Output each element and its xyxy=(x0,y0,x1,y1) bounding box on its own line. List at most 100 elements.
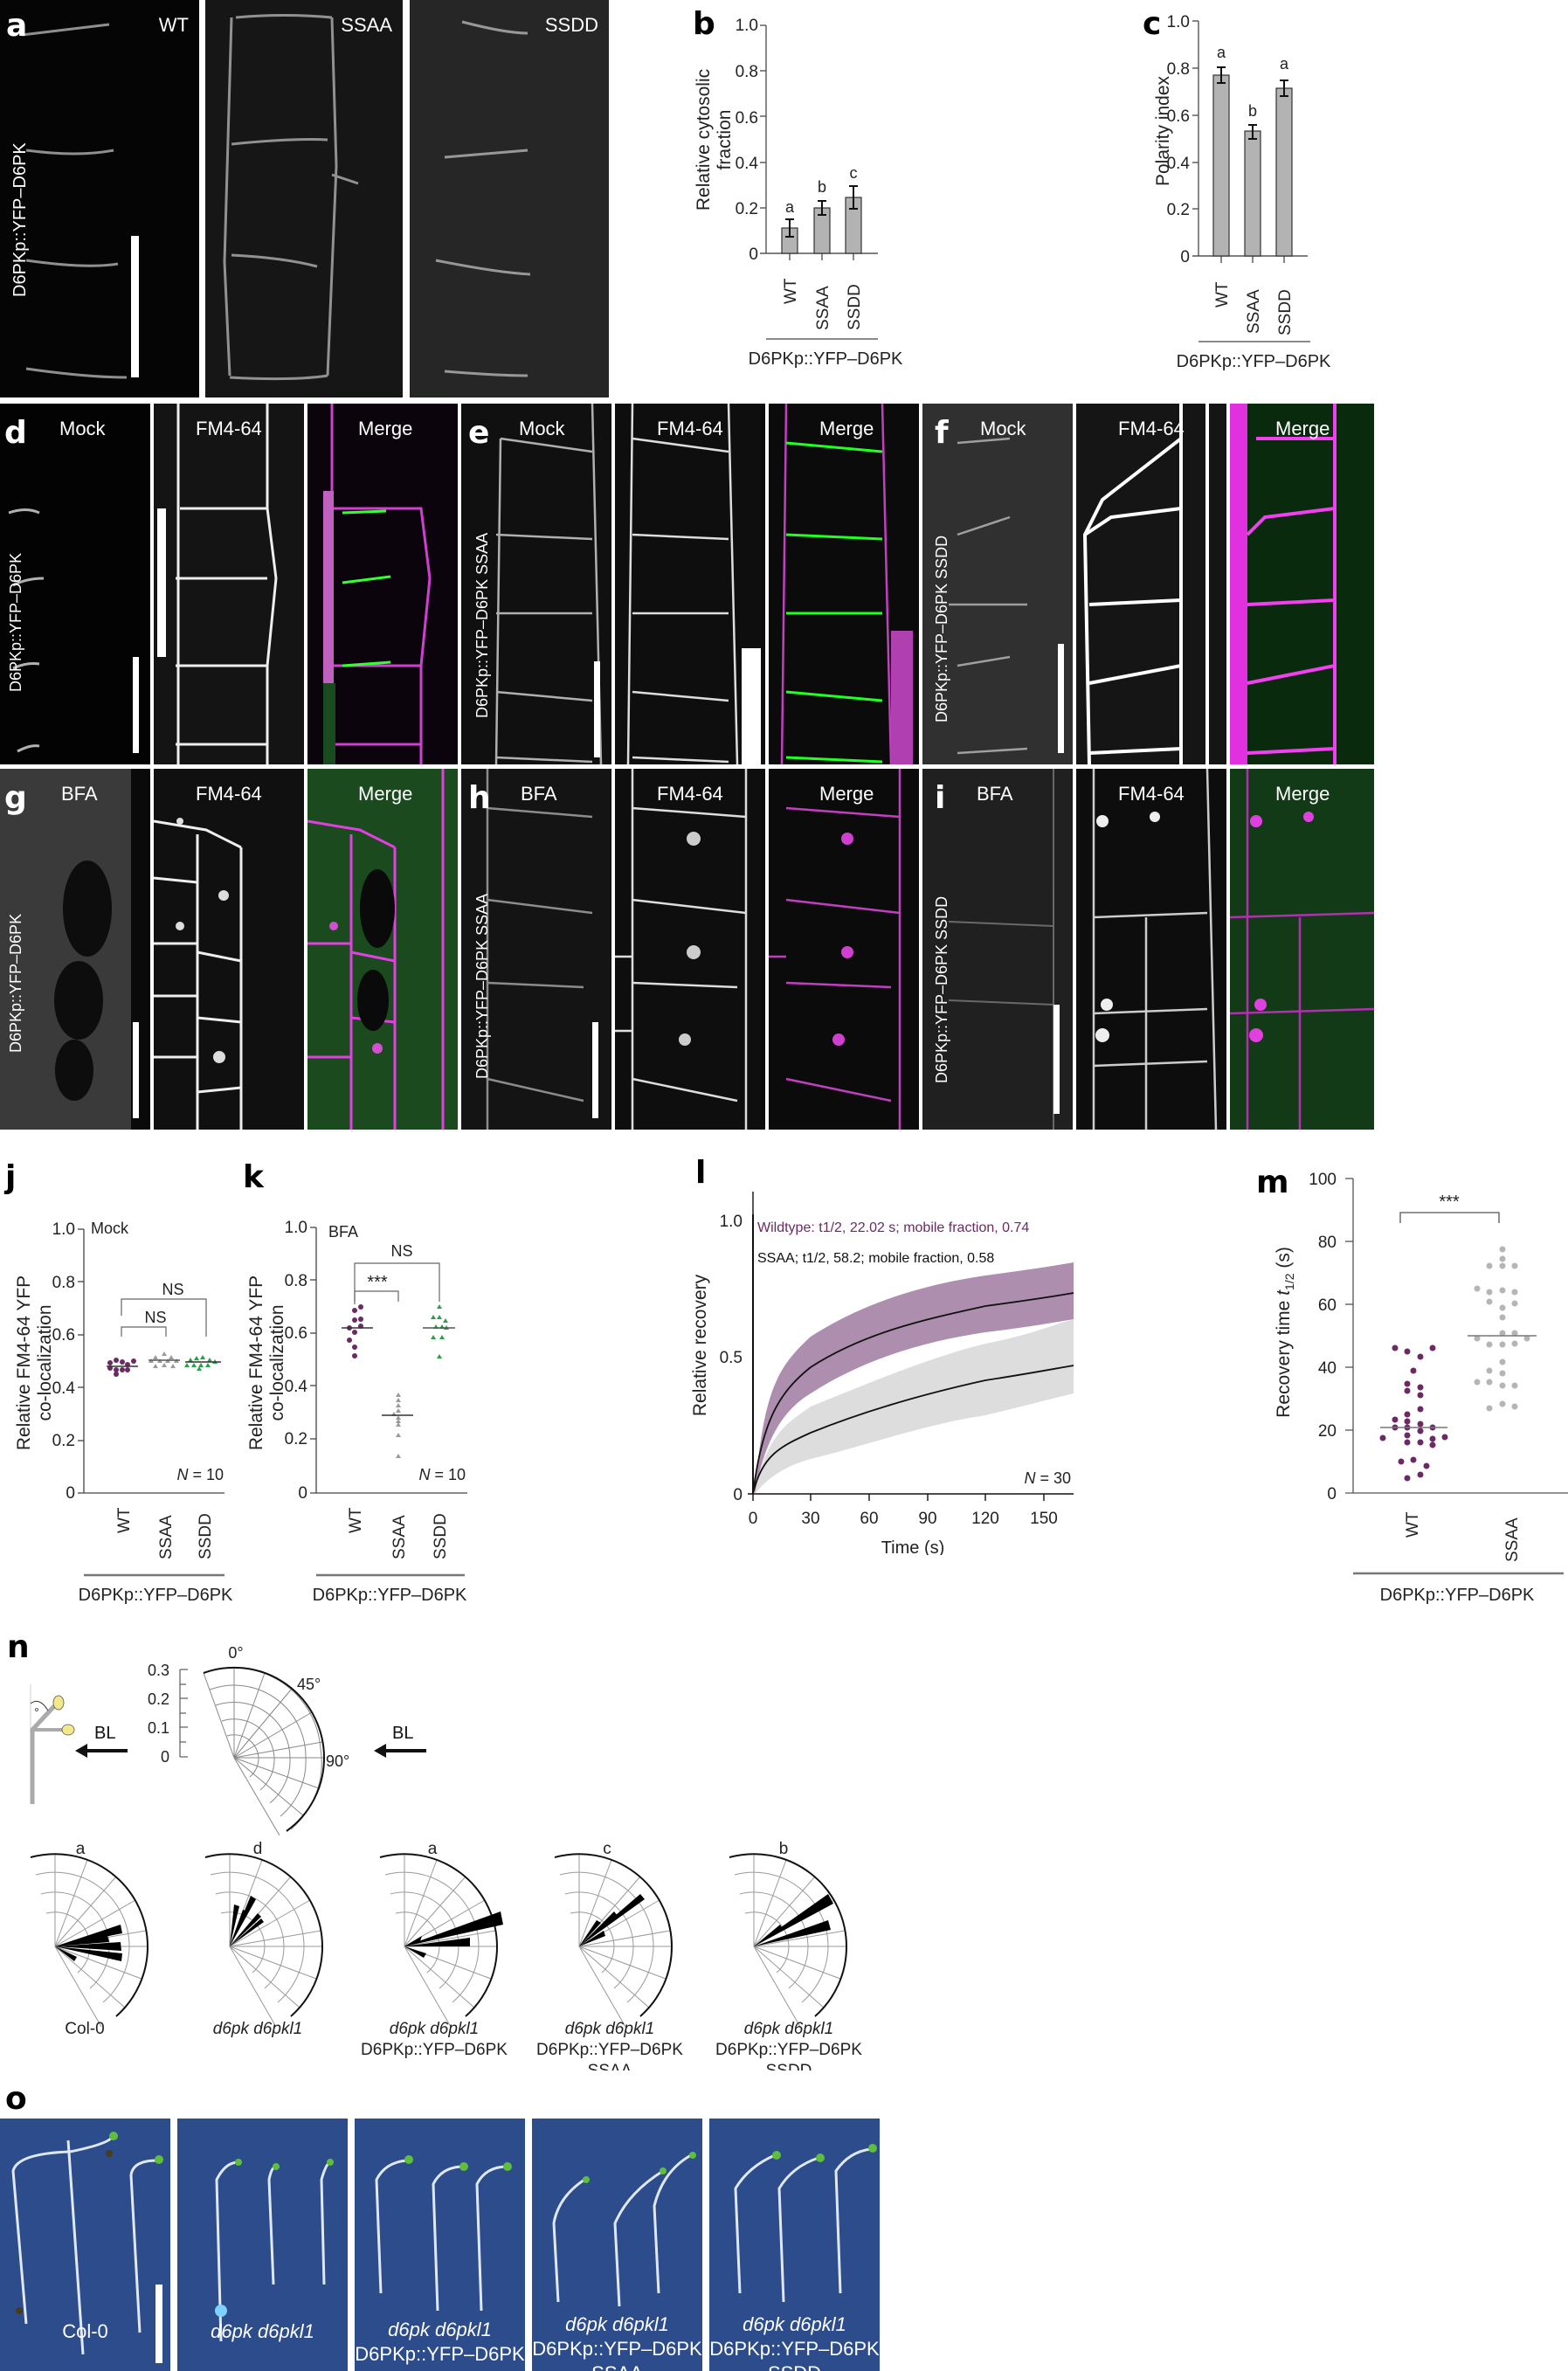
svg-text:Relative cytosolicfraction: Relative cytosolicfraction xyxy=(694,69,735,211)
svg-text:SSAA: SSAA xyxy=(814,286,832,330)
chart-l-frap-recovery: l 1.0 0.5 0 0 30 60 90 120 150 Time (s) Relat… xyxy=(664,1144,1083,1555)
scale-bar xyxy=(1058,644,1064,753)
svg-text:NS: NS xyxy=(144,1309,166,1326)
scatter-chart-j: 1.00.80.6 0.40.20 Mock NS NS N xyxy=(14,1220,233,1605)
svg-text:N = 10: N = 10 xyxy=(176,1466,224,1483)
svg-text:c: c xyxy=(603,1840,611,1858)
panel-letter: b xyxy=(693,6,715,42)
genotype-line3: SSDD xyxy=(768,2362,821,2371)
row-label: D6PKp::YFP–D6PK SSAA xyxy=(473,532,491,718)
svg-text:0.2: 0.2 xyxy=(736,200,758,218)
svg-text:Time (s): Time (s) xyxy=(881,1538,945,1555)
svg-text:Wildtype: t1/2, 22.02 s; mobil: Wildtype: t1/2, 22.02 s; mobile fraction… xyxy=(757,1220,1029,1235)
phototropism-schematic-and-legend: BL BL 0.3 0.2 0.1 0 xyxy=(30,1644,862,2070)
svg-text:Recovery time t1/2 (s): Recovery time t1/2 (s) xyxy=(1274,1247,1296,1418)
row-label: D6PKp::YFP–D6PK xyxy=(10,142,30,297)
svg-text:Mock: Mock xyxy=(91,1220,129,1237)
svg-text:1.0: 1.0 xyxy=(720,1213,743,1231)
cell-membranes xyxy=(494,404,603,764)
chart-k-bfa-colocalization: k 1.0 0.8 0.6 0.4 0.2 0 BFA NS *** xyxy=(236,1144,472,1607)
cell-membranes xyxy=(154,818,243,1130)
svg-text:b: b xyxy=(779,1840,789,1858)
chart-b-cytosolic-fraction: b 1.0 0.8 0.6 0.4 0.2 0 a b c xyxy=(681,0,1031,384)
svg-text:NS: NS xyxy=(162,1281,183,1298)
svg-text:D6PKp::YFP–D6PK: D6PKp::YFP–D6PK xyxy=(749,349,903,369)
svg-text:BFA: BFA xyxy=(328,1223,358,1241)
svg-text:D6PKp::YFP–D6PK: D6PKp::YFP–D6PK xyxy=(313,1586,467,1605)
channel-title: Merge xyxy=(819,418,874,439)
channel-title: FM4-64 xyxy=(196,783,262,805)
svg-text:0.8: 0.8 xyxy=(52,1274,75,1292)
seedlings-drawing xyxy=(734,2144,877,2303)
channel-title: FM4-64 xyxy=(196,418,262,439)
panel-letter: k xyxy=(243,1159,264,1195)
image-title: SSAA xyxy=(341,14,392,36)
micrograph-a-ssaa: SSAA xyxy=(205,0,403,397)
channel-title: FM4-64 xyxy=(657,418,723,439)
svg-text:90: 90 xyxy=(918,1510,936,1528)
svg-text:0.4: 0.4 xyxy=(736,155,759,173)
channel-title: BFA xyxy=(61,783,98,805)
micrograph-e-fm464: FM4-64 xyxy=(615,404,765,764)
svg-text:Relative FM4-64 YFPco-localiza: Relative FM4-64 YFPco-localization xyxy=(14,1275,55,1450)
svg-text:a: a xyxy=(1280,55,1289,73)
channel-title: Merge xyxy=(358,783,413,805)
svg-text:D6PKp::YFP–D6PK: D6PKp::YFP–D6PK xyxy=(715,2041,862,2059)
svg-text:0: 0 xyxy=(733,1486,743,1504)
row-label: D6PKp::YFP–D6PK SSDD xyxy=(933,895,950,1083)
micrograph-f-mock: f Mock D6PKp::YFP–D6PK SSDD xyxy=(922,404,1073,764)
panel-letter: d xyxy=(4,415,27,451)
genotype-line2: D6PKp::YFP–D6PK xyxy=(709,2338,880,2360)
channel-title: Merge xyxy=(819,783,874,805)
channel-title: FM4-64 xyxy=(657,783,723,805)
panel-n-phototropism: n BL BL 0.3 0.2 0.1 0 xyxy=(0,1616,882,2071)
svg-text:0.5: 0.5 xyxy=(720,1349,743,1367)
svg-text:SSDD: SSDD xyxy=(197,1513,215,1559)
genotype-line1: d6pk d6pkl1 xyxy=(388,2319,492,2340)
svg-text:b: b xyxy=(1248,102,1257,120)
svg-text:WT: WT xyxy=(115,1507,134,1533)
micrograph-h-bfa: h BFA D6PKp::YFP–D6PK SSAA xyxy=(461,769,611,1130)
micrograph-g-bfa: g BFA D6PKp::YFP–D6PK xyxy=(0,769,150,1130)
genotype-line2: D6PKp::YFP–D6PK xyxy=(355,2343,525,2365)
genotype-label: Col-0 xyxy=(62,2320,108,2342)
svg-text:***: *** xyxy=(1439,1192,1460,1212)
svg-text:Relative recovery: Relative recovery xyxy=(690,1274,710,1416)
micrograph-a-wt: a WT D6PKp::YFP–D6PK xyxy=(0,0,199,397)
svg-text:N = 10: N = 10 xyxy=(418,1466,466,1483)
svg-text:0: 0 xyxy=(1180,248,1190,266)
svg-text:1.0: 1.0 xyxy=(285,1219,307,1237)
svg-text:0: 0 xyxy=(298,1484,307,1503)
row-label: D6PKp::YFP–D6PK xyxy=(7,552,24,692)
svg-text:0.4: 0.4 xyxy=(52,1379,76,1398)
svg-text:a: a xyxy=(76,1840,86,1858)
svg-text:0.2: 0.2 xyxy=(52,1432,75,1450)
scale-bar xyxy=(133,1022,139,1118)
row-label: D6PKp::YFP–D6PK SSAA xyxy=(473,893,491,1079)
svg-text:1.0: 1.0 xyxy=(736,17,758,35)
cell-membranes xyxy=(1082,404,1209,764)
seedling-photo-col0: Col-0 xyxy=(0,2119,170,2371)
bar-chart-b: 1.0 0.8 0.6 0.4 0.2 0 a b c WT SSA xyxy=(694,17,903,369)
svg-text:0.8: 0.8 xyxy=(1167,60,1190,79)
micrograph-h-fm464: FM4-64 xyxy=(615,769,765,1130)
svg-text:0: 0 xyxy=(749,245,758,264)
svg-text:D6PKp::YFP–D6PK: D6PKp::YFP–D6PK xyxy=(536,2041,683,2059)
panel-letter: e xyxy=(468,415,490,451)
svg-text:0.6: 0.6 xyxy=(285,1324,307,1343)
svg-text:90°: 90° xyxy=(326,1752,349,1770)
svg-text:D6PKp::YFP–D6PK: D6PKp::YFP–D6PK xyxy=(361,2041,508,2059)
scale-bar xyxy=(131,236,139,377)
bar-chart-c: 1.0 0.8 0.6 0.4 0.2 0 a b a WT SSA xyxy=(1153,13,1331,371)
chart-m-recovery-time: m 100 80 60 40 20 0 *** xyxy=(1223,1144,1568,1607)
svg-text:0.6: 0.6 xyxy=(52,1326,75,1344)
image-title: WT xyxy=(158,14,189,36)
micrograph-g-merge: Merge xyxy=(307,769,458,1130)
polar-histogram-d6pk-ssdd xyxy=(729,1853,848,2028)
svg-text:60: 60 xyxy=(1318,1296,1337,1315)
svg-text:SSDD: SSDD xyxy=(766,2062,812,2070)
svg-text:0: 0 xyxy=(749,1510,758,1528)
